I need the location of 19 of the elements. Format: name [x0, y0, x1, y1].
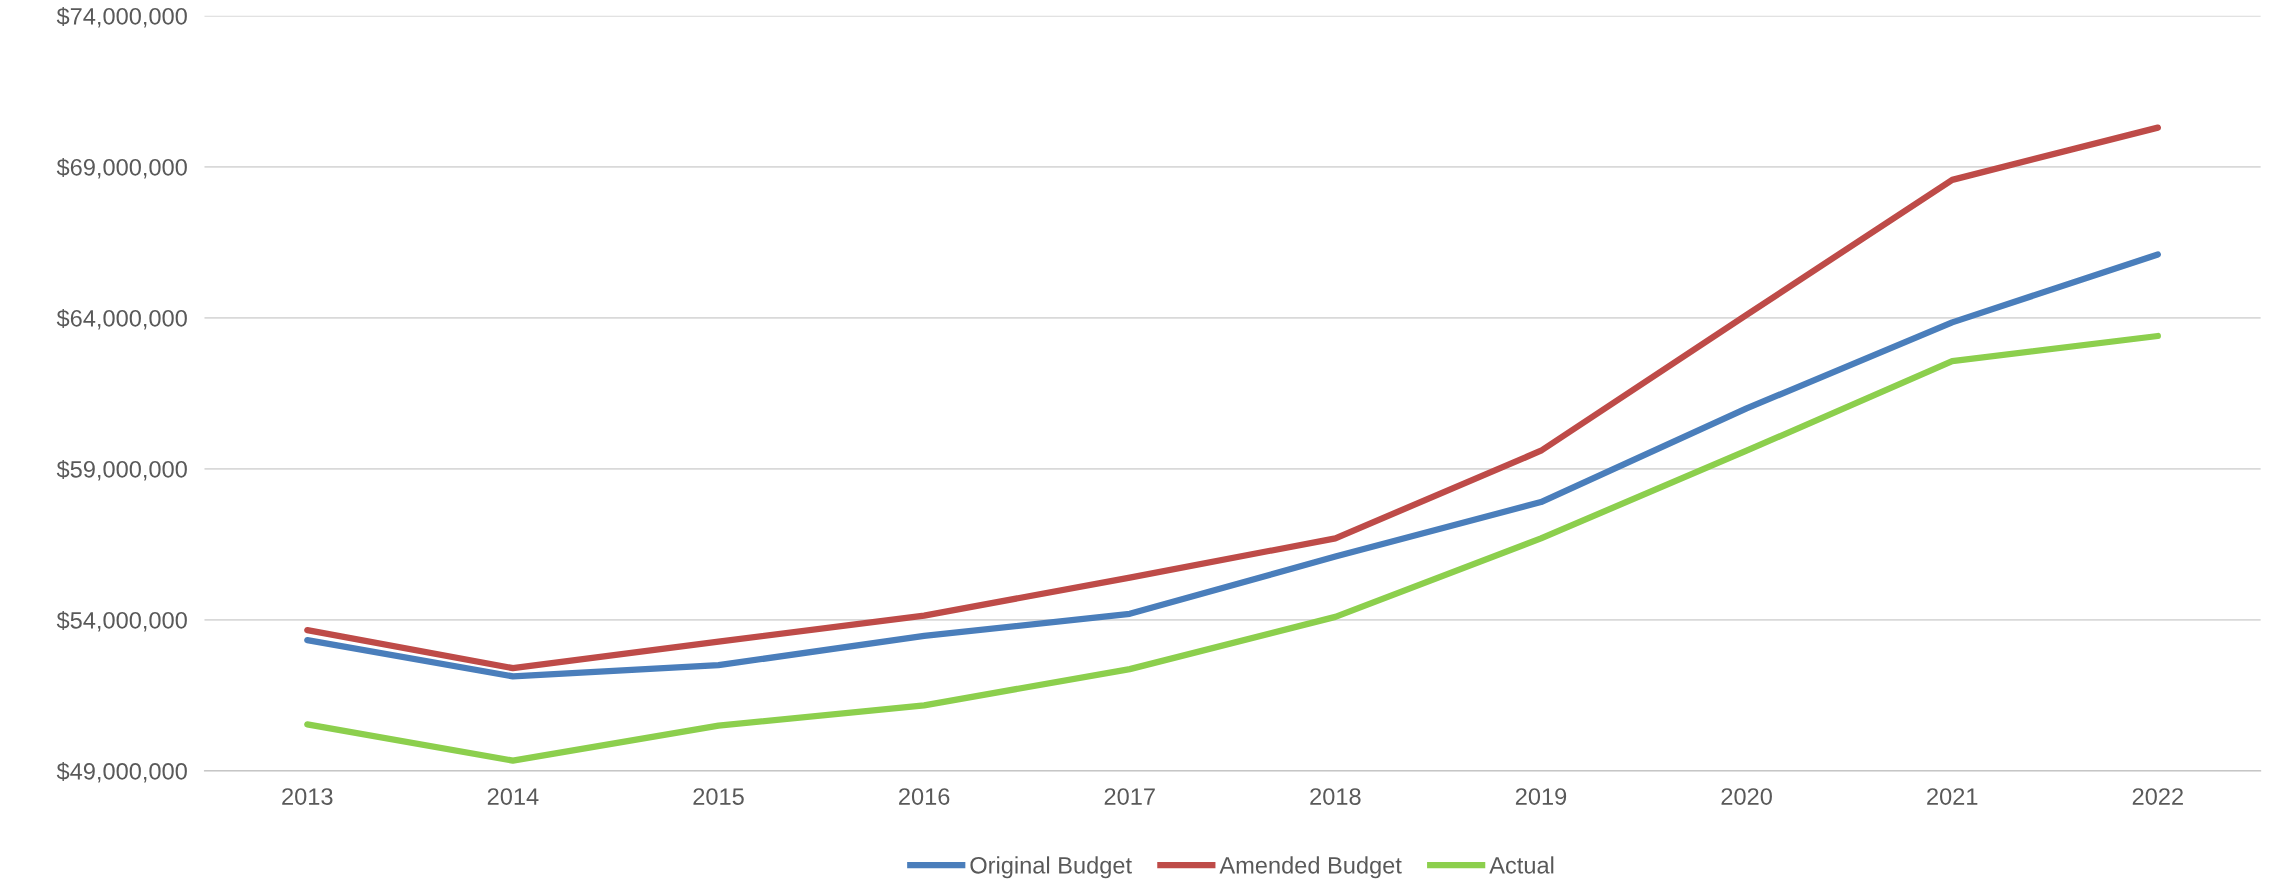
y-tick-label: $74,000,000	[56, 6, 187, 28]
y-tick-label: $64,000,000	[56, 308, 187, 330]
legend-label: Original Budget	[970, 856, 1132, 879]
legend-label: Amended Budget	[1219, 856, 1402, 879]
y-tick-label: $59,000,000	[56, 459, 187, 481]
x-tick-label: 2018	[1310, 788, 1361, 805]
legend-label: Actual	[1489, 856, 1554, 874]
x-tick-label: 2021	[1927, 788, 1978, 805]
x-tick-label: 2016	[899, 788, 950, 805]
x-tick-label: 2017	[1104, 788, 1155, 805]
x-tick-label: 2013	[282, 788, 333, 805]
y-tick-label: $49,000,000	[56, 761, 187, 783]
x-tick-label: 2019	[1515, 788, 1567, 805]
y-tick-label: $69,000,000	[56, 157, 187, 179]
x-tick-label: 2015	[693, 788, 744, 805]
x-tick-label: 2022	[2132, 788, 2183, 805]
x-tick-label: 2014	[487, 788, 539, 805]
x-tick-label: 2020	[1721, 788, 1772, 805]
y-tick-label: $54,000,000	[56, 610, 187, 632]
